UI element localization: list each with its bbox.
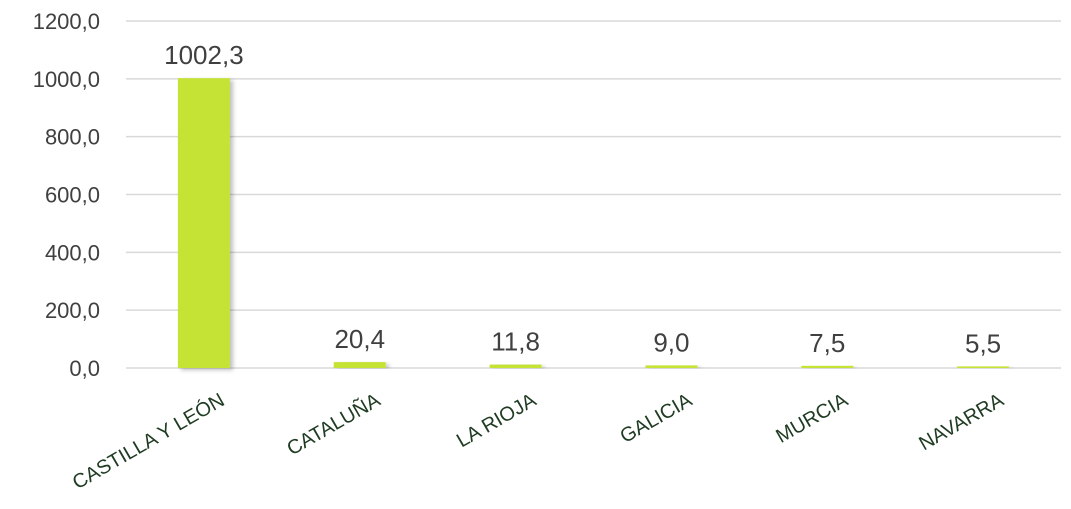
x-category-label: MURCIA — [772, 389, 852, 448]
x-category-label: CASTILLA Y LEÓN — [68, 388, 228, 494]
y-tick-label: 600,0 — [45, 183, 100, 208]
data-label: 20,4 — [334, 324, 385, 354]
bar — [177, 78, 230, 369]
bar — [801, 365, 854, 368]
bar — [957, 366, 1010, 368]
x-category-label: GALICIA — [617, 389, 697, 448]
grid-lines — [126, 20, 1061, 369]
data-label: 11,8 — [491, 327, 540, 357]
data-label: 7,5 — [809, 328, 845, 358]
y-tick-label: 1200,0 — [33, 9, 100, 34]
bar — [333, 362, 386, 368]
x-category-label: LA RIOJA — [453, 389, 541, 452]
bar — [489, 364, 542, 368]
y-axis-tick-labels: 0,0 200,0 400,0 600,0 800,0 1000,0 1200,0 — [33, 9, 100, 381]
data-label: 5,5 — [965, 328, 1001, 358]
data-label: 9,0 — [653, 327, 689, 357]
y-tick-label: 200,0 — [45, 298, 100, 323]
y-tick-label: 0,0 — [69, 356, 100, 381]
x-axis-category-labels: CASTILLA Y LEÓN CATALUÑA LA RIOJA GALICIA MU… — [68, 387, 1008, 494]
data-labels: 1002,3 20,4 11,8 9,0 7,5 5,5 — [164, 40, 1001, 358]
x-category-label: NAVARRA — [915, 389, 1008, 455]
x-category-label: CATALUÑA — [282, 387, 384, 460]
y-tick-label: 400,0 — [45, 240, 100, 265]
y-tick-label: 800,0 — [45, 125, 100, 150]
data-label: 1002,3 — [164, 40, 244, 70]
bar — [645, 365, 698, 368]
y-tick-label: 1000,0 — [33, 67, 100, 92]
bars — [177, 78, 1010, 369]
